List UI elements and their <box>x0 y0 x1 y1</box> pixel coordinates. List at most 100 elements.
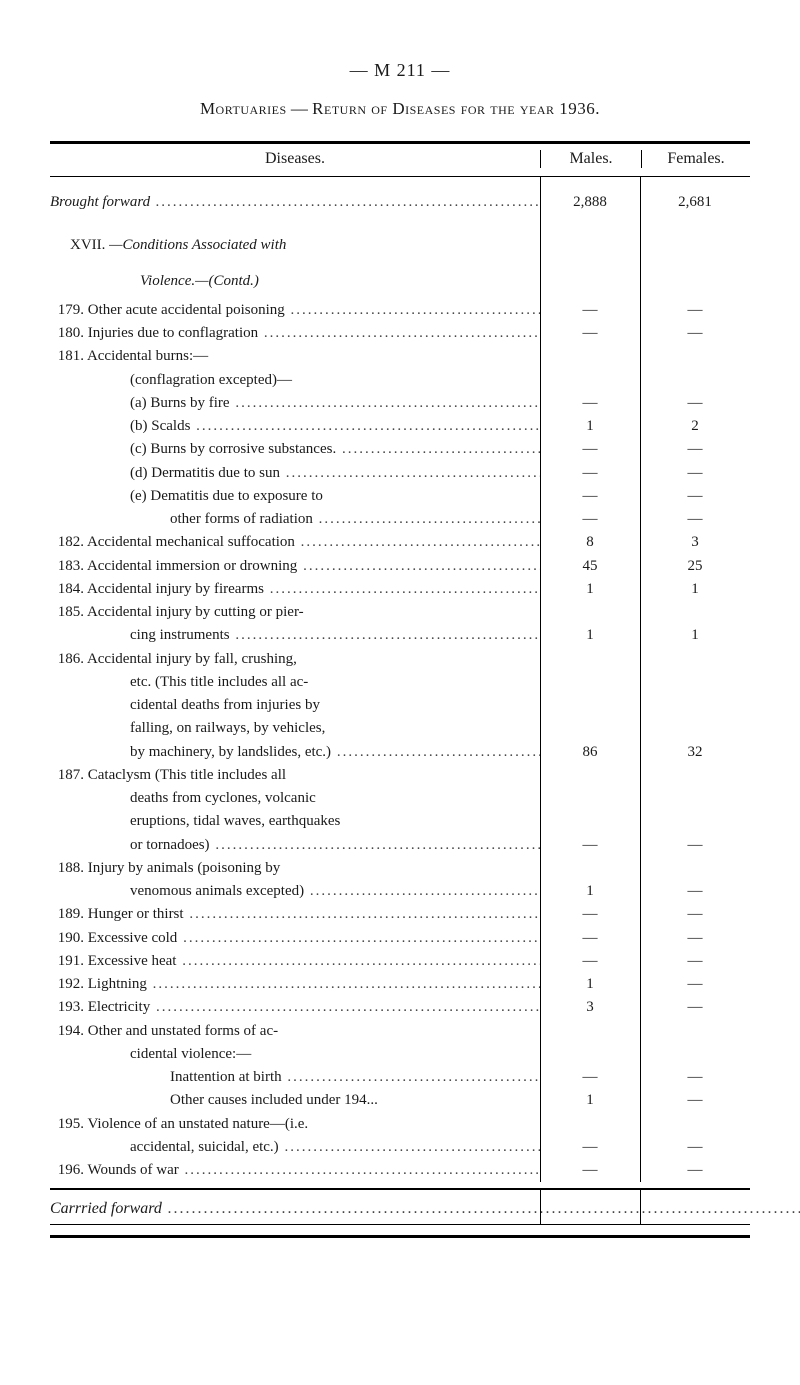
cell-females: — <box>640 508 750 531</box>
page-number-header: — M 211 — <box>50 60 750 81</box>
item-label: Electricity <box>88 999 540 1015</box>
item-label: Accidental mechanical suffocation <box>87 534 540 550</box>
cell-females: — <box>640 462 750 485</box>
table-row: cidental violence:— <box>50 1043 750 1066</box>
table-row: deaths from cyclones, volcanic <box>50 787 750 810</box>
table-row: falling, on railways, by vehicles, <box>50 717 750 740</box>
cell-males: — <box>540 438 640 461</box>
item-label: eruptions, tidal waves, earthquakes <box>130 813 340 829</box>
cell-females: — <box>640 1089 750 1112</box>
item-number: 184. <box>50 578 84 601</box>
table-row: 180. Injuries due to conflagration—— <box>50 322 750 345</box>
cell-males: 86 <box>540 741 640 764</box>
bottom-rule <box>50 1235 750 1238</box>
title-small: Return of Diseases for the year 1936. <box>312 99 600 118</box>
title-sep: — <box>291 99 308 118</box>
cell-females: — <box>640 834 750 857</box>
item-label: accidental, suicidal, etc.) <box>130 1139 540 1155</box>
item-label: venomous animals excepted) <box>130 883 540 899</box>
cell-males: — <box>540 950 640 973</box>
table-row: 193. Electricity3— <box>50 996 750 1019</box>
item-label: or tornadoes) <box>130 837 540 853</box>
item-label: Accidental immersion or drowning <box>87 558 540 574</box>
cell-males: — <box>540 1159 640 1182</box>
cell-males: 8 <box>540 531 640 554</box>
item-number: 186. <box>50 648 84 671</box>
item-number: 182. <box>50 531 84 554</box>
item-label: Lightning <box>88 976 540 992</box>
cell-males: 45 <box>540 555 640 578</box>
cell-males: 3 <box>540 996 640 1019</box>
cell-females: — <box>640 903 750 926</box>
cell-females: — <box>640 950 750 973</box>
item-label: Accidental injury by fall, crushing, <box>87 651 297 667</box>
item-number: 190. <box>50 927 84 950</box>
carried-forward-row: Carrried forward 3,036 2,745 <box>50 1190 750 1224</box>
item-label: deaths from cyclones, volcanic <box>130 790 316 806</box>
item-label: Wounds of war <box>87 1162 540 1178</box>
cell-females: — <box>640 1136 750 1159</box>
table-body: Brought forward 2,888 2,681 XVII. —Condi… <box>50 185 750 1182</box>
table-row: etc. (This title includes all ac- <box>50 671 750 694</box>
item-number: 180. <box>50 322 84 345</box>
item-label: Other and unstated forms of ac- <box>88 1023 278 1039</box>
table-row: 182. Accidental mechanical suffocation83 <box>50 531 750 554</box>
cell-males: — <box>540 1066 640 1089</box>
item-label: (e) Dematitis due to exposure to <box>130 488 323 504</box>
item-label: Inattention at birth <box>170 1069 540 1085</box>
item-number: 196. <box>50 1159 84 1182</box>
table-row: Inattention at birth—— <box>50 1066 750 1089</box>
item-label: Excessive cold <box>88 930 540 946</box>
brought-forward-females: 2,681 <box>640 191 750 214</box>
item-label: Injuries due to conflagration <box>88 325 540 341</box>
section-line1: —Conditions Associated with <box>109 237 286 253</box>
item-label: Accidental injury by cutting or pier- <box>87 604 304 620</box>
item-number: 188. <box>50 857 84 880</box>
col-females: Females. <box>641 150 750 168</box>
section-heading-line2: Violence.—(Contd.) <box>50 264 750 299</box>
cell-females: — <box>640 880 750 903</box>
table-row: (b) Scalds12 <box>50 415 750 438</box>
cell-males: 1 <box>540 1089 640 1112</box>
cell-males: — <box>540 927 640 950</box>
table-row: 196. Wounds of war—— <box>50 1159 750 1182</box>
item-label: falling, on railways, by vehicles, <box>130 720 325 736</box>
cell-males: — <box>540 322 640 345</box>
table-row: 188. Injury by animals (poisoning by <box>50 857 750 880</box>
document-title: Mortuaries — Return of Diseases for the … <box>50 99 750 119</box>
table-row: 192. Lightning1— <box>50 973 750 996</box>
column-divider <box>540 1190 541 1224</box>
table-row: 187. Cataclysm (This title includes all <box>50 764 750 787</box>
item-label: Violence of an unstated nature—(i.e. <box>87 1116 308 1132</box>
item-label: Other acute accidental poisoning <box>88 302 540 318</box>
cell-females: — <box>640 485 750 508</box>
item-number: 179. <box>50 299 84 322</box>
cell-females: — <box>640 1066 750 1089</box>
table-row: 184. Accidental injury by firearms11 <box>50 578 750 601</box>
table-row: 194. Other and unstated forms of ac- <box>50 1020 750 1043</box>
table-row: venomous animals excepted)1— <box>50 880 750 903</box>
cell-males: — <box>540 392 640 415</box>
table-row: cing instruments11 <box>50 624 750 647</box>
cell-males: — <box>540 508 640 531</box>
table-row: (d) Dermatitis due to sun—— <box>50 462 750 485</box>
item-label: Injury by animals (poisoning by <box>88 860 280 876</box>
cell-females: — <box>640 973 750 996</box>
brought-forward-row: Brought forward 2,888 2,681 <box>50 185 750 228</box>
item-label: Excessive heat <box>88 953 540 969</box>
cell-males: — <box>540 462 640 485</box>
cell-females: 2 <box>640 415 750 438</box>
table-row: Other causes included under 194...1— <box>50 1089 750 1112</box>
cell-males: 1 <box>540 624 640 647</box>
table-row: other forms of radiation—— <box>50 508 750 531</box>
table-row: 179. Other acute accidental poisoning—— <box>50 299 750 322</box>
page: — M 211 — Mortuaries — Return of Disease… <box>0 0 800 1278</box>
item-number: 187. <box>50 764 84 787</box>
item-number: 191. <box>50 950 84 973</box>
cell-females: 25 <box>640 555 750 578</box>
item-label: (a) Burns by fire <box>130 395 540 411</box>
item-number: 193. <box>50 996 84 1019</box>
section-line2: Violence.—(Contd.) <box>140 273 259 289</box>
table-row: (conflagration excepted)— <box>50 369 750 392</box>
item-label: Cataclysm (This title includes all <box>88 767 286 783</box>
